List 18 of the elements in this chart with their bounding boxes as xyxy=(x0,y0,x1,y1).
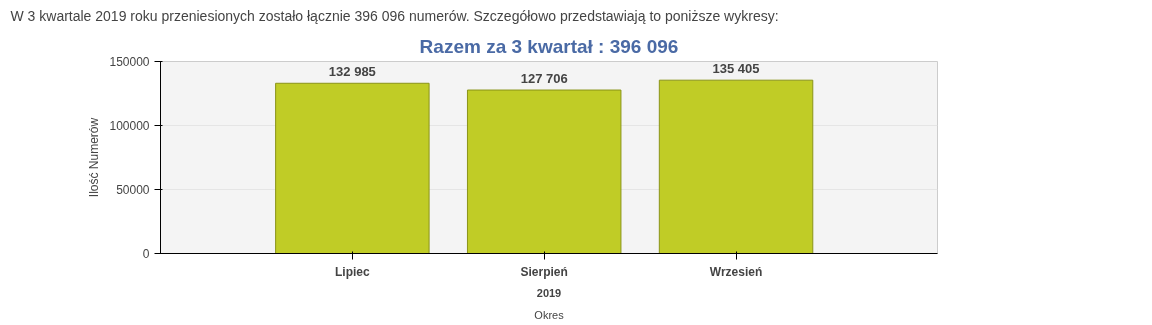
x-tick-label: Lipiec xyxy=(335,264,371,279)
text: W 3 kwartale 2019 roku przeniesionych zostało łącznie 396 096 numerów. Szczegółowo przedstawiają to poniższe wykresy: xyxy=(10,7,779,24)
text: 2019 xyxy=(536,286,562,299)
bar xyxy=(658,79,814,254)
x-axis-title: Okres xyxy=(534,308,565,321)
y-tick-label: 100000 xyxy=(109,119,150,133)
bar xyxy=(466,89,622,254)
x-tick-label: Sierpień xyxy=(520,264,568,279)
y-tick-label: 0 xyxy=(142,247,150,261)
x-tick-label: Wrzesień xyxy=(709,264,763,279)
data-label: 132 985 xyxy=(328,64,376,80)
data-label: 135 405 xyxy=(712,61,760,77)
y-tick-label: 50000 xyxy=(116,183,150,197)
y-axis-title: Ilość Numerów xyxy=(87,117,102,198)
bar xyxy=(275,82,430,254)
y-tick-label: 150000 xyxy=(109,55,150,69)
data-label: 127 706 xyxy=(520,71,568,87)
chart-title: Razem za 3 kwartał : 396 096 xyxy=(419,35,679,57)
